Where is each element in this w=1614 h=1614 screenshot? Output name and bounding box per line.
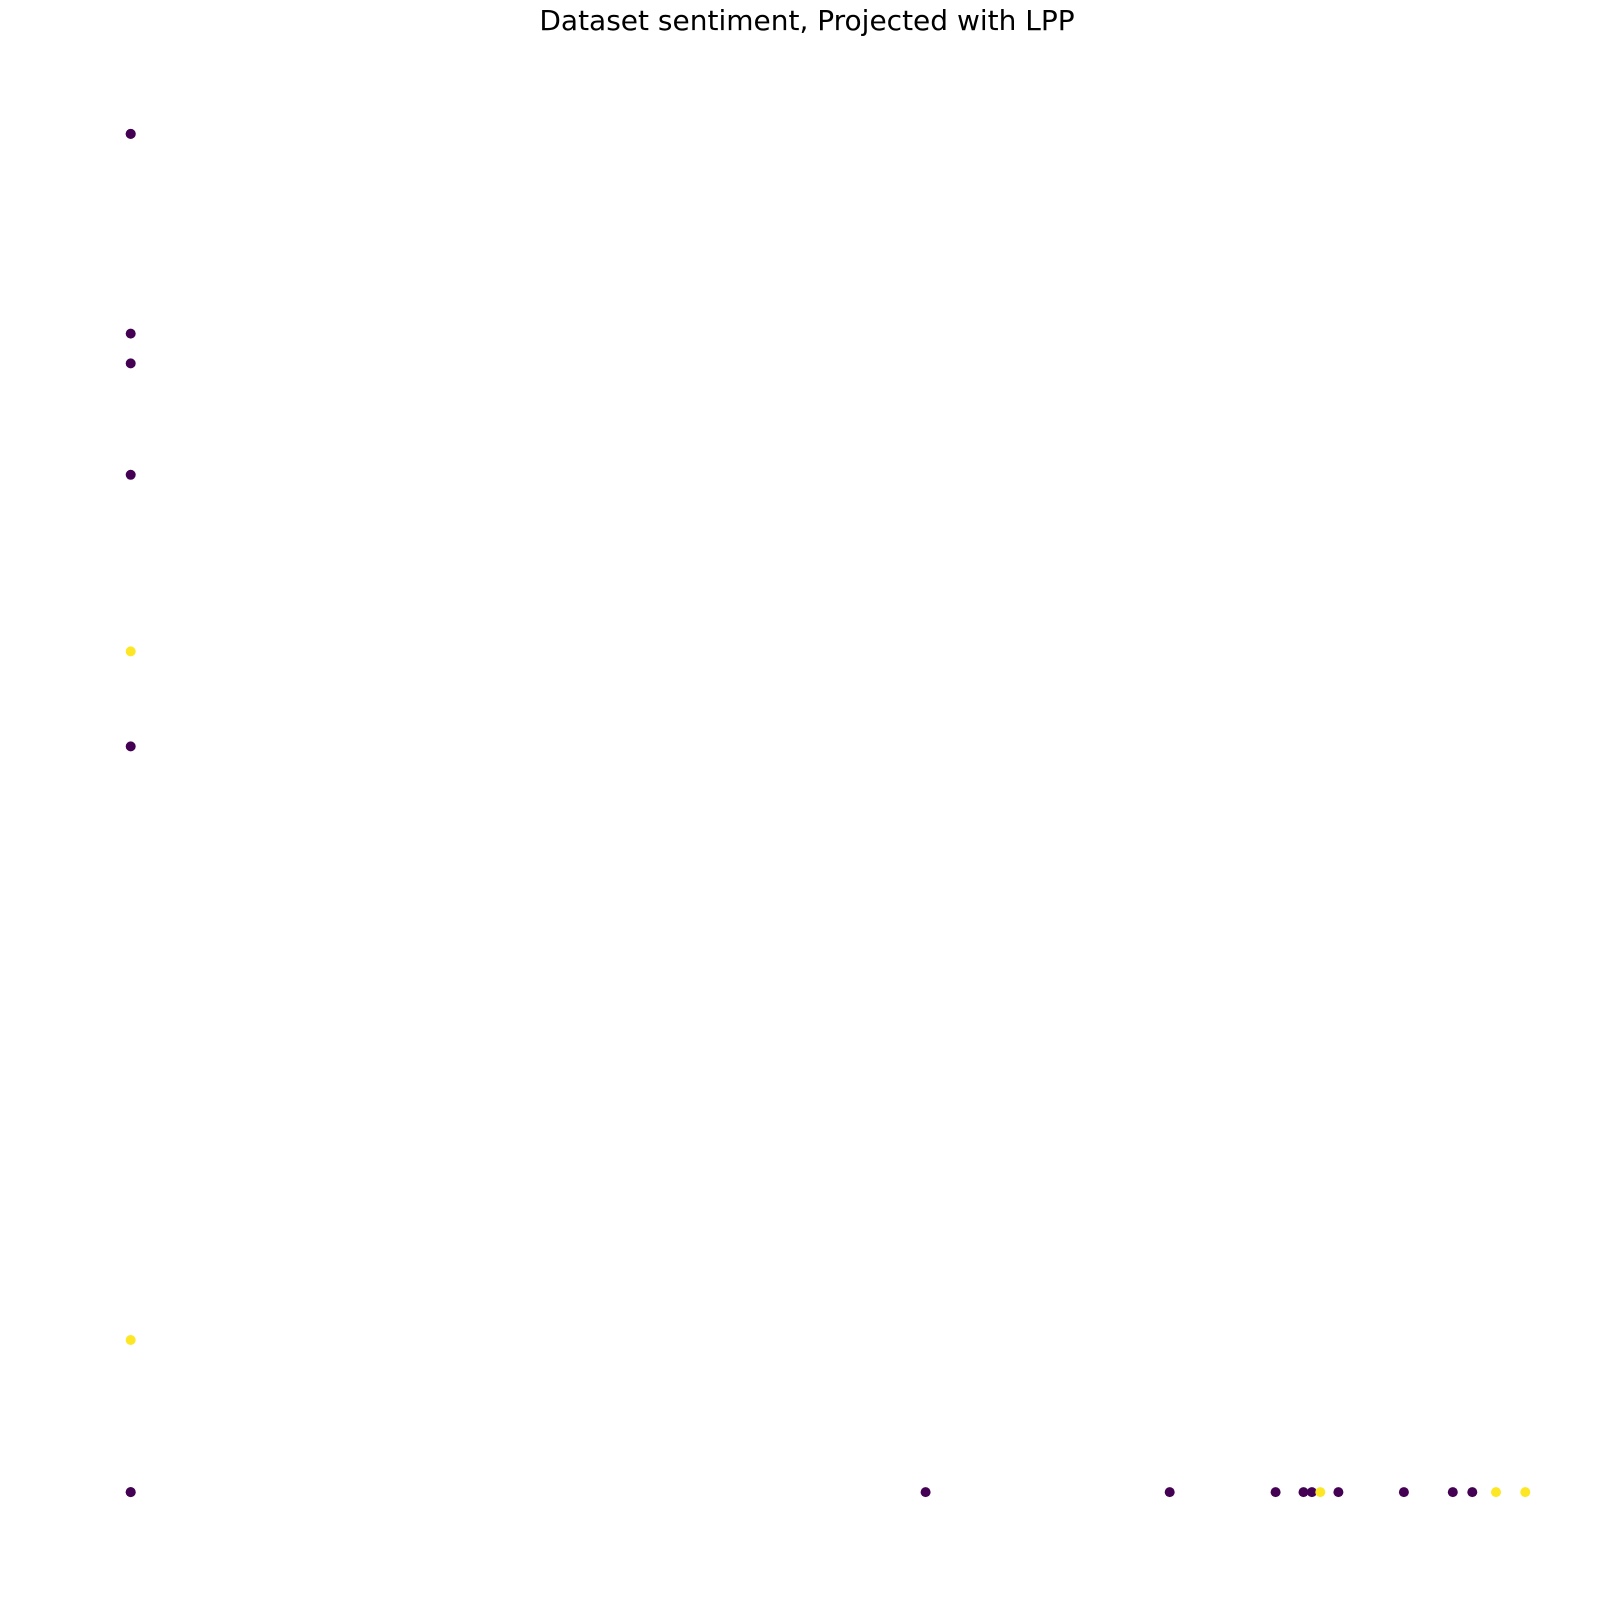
data-point-17	[1398, 1487, 1409, 1498]
data-point-14	[1306, 1487, 1317, 1498]
data-point-13	[1298, 1487, 1309, 1498]
data-point-20	[1491, 1487, 1501, 1498]
data-point-21	[1520, 1487, 1531, 1498]
data-point-10	[920, 1487, 931, 1498]
data-point-19	[1467, 1487, 1478, 1498]
points-layer	[125, 128, 1531, 1498]
data-point-12	[1270, 1487, 1281, 1498]
data-point-6	[125, 741, 136, 752]
data-point-3	[125, 358, 136, 369]
data-point-9	[125, 1487, 136, 1498]
data-point-16	[1333, 1487, 1344, 1498]
data-point-11	[1164, 1487, 1175, 1498]
data-point-15	[1315, 1487, 1326, 1498]
chart-title: Dataset sentiment, Projected with LPP	[539, 4, 1075, 37]
data-point-5	[125, 646, 136, 657]
data-point-2	[125, 328, 136, 339]
data-point-4	[125, 469, 136, 480]
data-point-7	[125, 1335, 136, 1345]
data-point-18	[1447, 1487, 1458, 1498]
data-point-1	[125, 128, 136, 139]
